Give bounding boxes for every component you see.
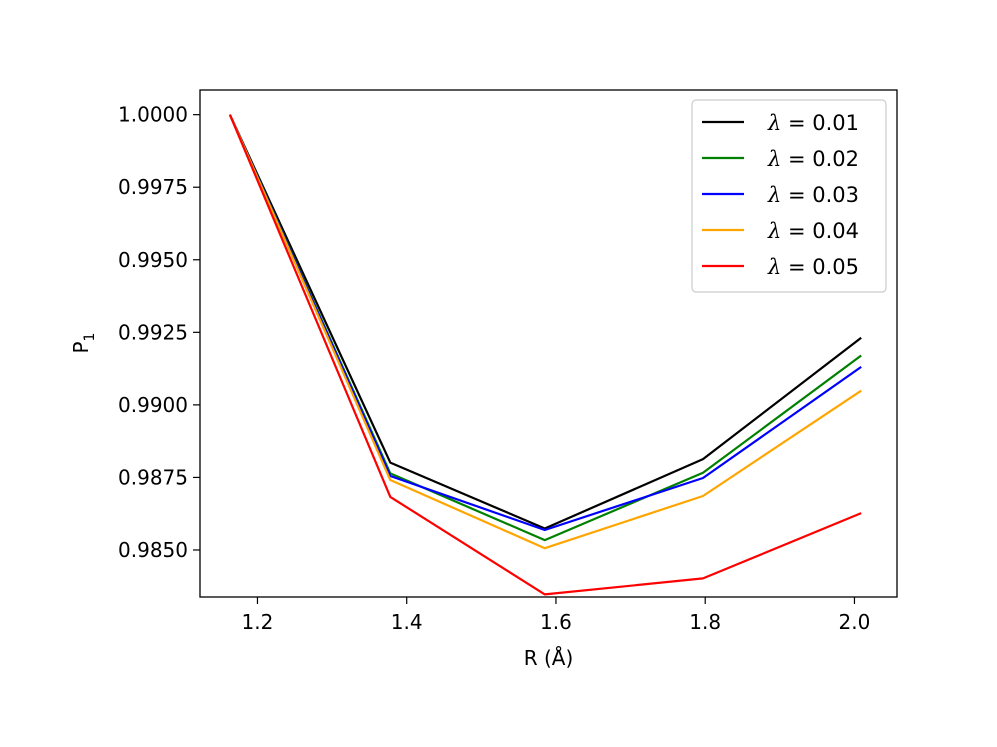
legend-label: λ = 0.05	[767, 255, 859, 279]
x-tick-label: 1.4	[391, 610, 423, 634]
x-tick-label: 1.2	[242, 610, 274, 634]
y-axis-label-main: P	[69, 341, 93, 353]
y-tick-label: 0.9900	[118, 393, 188, 417]
y-tick-label: 0.9975	[118, 175, 188, 199]
x-axis-label: R (Å)	[524, 646, 574, 670]
x-tick-label: 1.6	[540, 610, 572, 634]
legend-label: λ = 0.04	[767, 219, 859, 243]
series-layer	[228, 114, 862, 596]
legend: λ = 0.01 λ = 0.02 λ = 0.03 λ = 0.04 λ = 0.05	[691, 99, 887, 293]
series-line-4	[228, 114, 862, 550]
x-tick-label: 1.8	[689, 610, 721, 634]
series-line-5	[228, 114, 862, 596]
y-tick-label: 0.9950	[118, 248, 188, 272]
legend-label: λ = 0.02	[767, 147, 859, 171]
y-tick-label: 0.9850	[118, 538, 188, 562]
y-tick-label: 1.0000	[118, 103, 188, 127]
legend-label: λ = 0.01	[767, 111, 859, 135]
y-axis-label: P1	[69, 333, 98, 354]
y-tick-label: 0.9925	[118, 320, 188, 344]
plot-area-frame	[199, 89, 898, 598]
y-axis: 0.9850 0.9875 0.9900 0.9925 0.9950 0.9975 1.00…	[118, 103, 200, 562]
y-axis-label-subscript: 1	[82, 333, 98, 342]
series-line-1	[228, 114, 862, 530]
x-tick-label: 2.0	[839, 610, 871, 634]
legend-box	[691, 99, 887, 293]
legend-label: λ = 0.03	[767, 183, 859, 207]
x-axis: 1.2 1.4 1.6 1.8 2.0	[242, 597, 871, 634]
y-tick-label: 0.9875	[118, 465, 188, 489]
